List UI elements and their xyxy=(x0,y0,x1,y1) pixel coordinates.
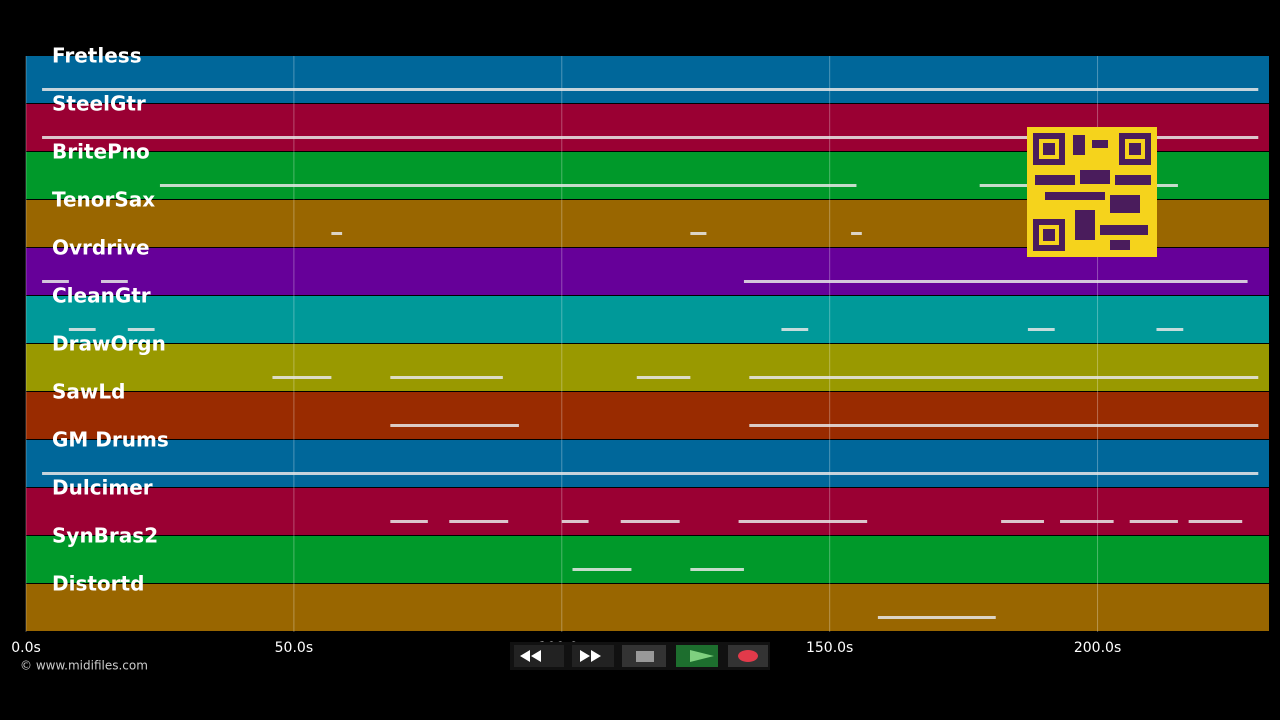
track-name: Distortd xyxy=(52,572,144,596)
play-button[interactable] xyxy=(676,645,718,667)
note xyxy=(749,424,1259,427)
tick-label: 0.0s xyxy=(11,640,41,656)
track-name: GM Drums xyxy=(52,428,169,452)
note xyxy=(561,520,589,523)
track-name: BritePno xyxy=(52,140,150,164)
note xyxy=(390,520,428,523)
note xyxy=(636,376,691,379)
note xyxy=(1129,520,1178,523)
rewind-button[interactable] xyxy=(514,645,564,667)
note xyxy=(781,328,809,331)
note xyxy=(272,376,332,379)
track-labels: Fretless SteelGtr BritePno TenorSax Ovrdrive… xyxy=(52,44,169,596)
track-row xyxy=(26,440,1269,487)
note xyxy=(68,328,96,331)
note xyxy=(42,88,1259,91)
track-name: SteelGtr xyxy=(52,92,146,116)
note xyxy=(449,520,509,523)
tick-label: 150.0s xyxy=(806,640,853,656)
track-row xyxy=(26,56,1269,103)
tick-label: 200.0s xyxy=(1074,640,1121,656)
record-button[interactable] xyxy=(728,645,768,667)
note xyxy=(331,232,343,235)
note xyxy=(101,280,128,283)
note xyxy=(1001,520,1044,523)
note xyxy=(42,280,69,283)
track-row xyxy=(26,584,1269,631)
note xyxy=(851,232,862,235)
note xyxy=(877,616,996,619)
notes xyxy=(42,88,1259,619)
track-name: SynBras2 xyxy=(52,524,158,548)
transport-controls xyxy=(510,642,770,670)
track-name: Ovrdrive xyxy=(52,236,150,260)
track-name: Dulcimer xyxy=(52,476,153,500)
note xyxy=(690,232,707,235)
note xyxy=(690,568,744,571)
note xyxy=(620,520,680,523)
forward-button[interactable] xyxy=(572,645,614,667)
note xyxy=(42,472,1259,475)
note xyxy=(572,568,632,571)
note xyxy=(743,280,1248,283)
qr-code xyxy=(1027,127,1157,257)
track-row xyxy=(26,536,1269,583)
note xyxy=(159,184,857,187)
track-name: TenorSax xyxy=(52,188,155,212)
note xyxy=(1156,328,1184,331)
note xyxy=(1188,520,1243,523)
tick-label: 50.0s xyxy=(275,640,313,656)
track-row xyxy=(26,296,1269,343)
watermark: © www.midifiles.com xyxy=(20,659,148,673)
note xyxy=(390,424,519,427)
note xyxy=(749,376,1259,379)
note xyxy=(127,328,155,331)
track-name: SawLd xyxy=(52,380,125,404)
note xyxy=(738,520,868,523)
track-name: Fretless xyxy=(52,44,142,68)
note xyxy=(390,376,503,379)
track-row xyxy=(26,488,1269,535)
track-name: CleanGtr xyxy=(52,284,151,308)
track-row xyxy=(26,392,1269,439)
stop-button[interactable] xyxy=(622,645,666,667)
track-row xyxy=(26,344,1269,391)
track-name: DrawOrgn xyxy=(52,332,166,356)
note xyxy=(1060,520,1114,523)
note xyxy=(42,136,1259,139)
note xyxy=(1027,328,1055,331)
